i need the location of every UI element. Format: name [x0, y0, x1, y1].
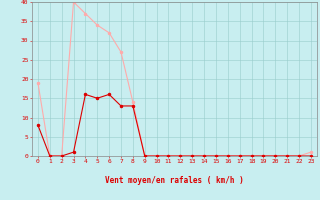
X-axis label: Vent moyen/en rafales ( km/h ): Vent moyen/en rafales ( km/h ): [105, 176, 244, 185]
